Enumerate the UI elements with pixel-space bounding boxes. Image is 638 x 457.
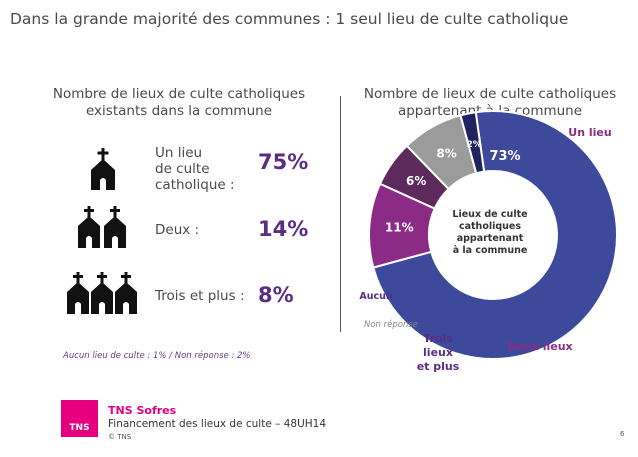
outer-label-trois-lieux: Trois lieux et plus: [417, 332, 460, 373]
footer-subtitle: Financement des lieux de culte – 48UH14: [108, 418, 327, 430]
church-1-icon: [91, 148, 115, 190]
slice-un-lieu: [372, 110, 618, 360]
row-value-two: 14%: [258, 217, 309, 241]
outer-label-non-reponse: Non réponse: [364, 319, 418, 330]
donut-center-label: Lieux de culte catholiques appartenant à la…: [452, 209, 527, 256]
value-label-deux-lieux: 11%: [385, 220, 414, 234]
outer-label-deux-lieux: Deux lieux: [507, 340, 572, 353]
row-label-one: Un lieu de culte catholique :: [155, 145, 235, 193]
value-label-un-lieu: 73%: [489, 149, 520, 164]
value-label-aucun: 8%: [436, 146, 456, 160]
church-3-icon: [67, 272, 137, 314]
left-panel-title: Nombre de lieux de culte catholiques exi…: [52, 86, 306, 119]
left-footnote: Aucun lieu de culte : 1% / Non réponse :…: [63, 351, 251, 361]
tns-logo-text: TNS: [69, 423, 90, 433]
value-label-non-reponse: 2%: [466, 140, 481, 150]
tns-logo: TNS: [61, 400, 98, 437]
row-value-three: 8%: [258, 283, 294, 307]
slice-non-reponse: [459, 111, 486, 175]
panel-divider: [340, 96, 341, 332]
value-label-trois-lieux: 6%: [406, 174, 426, 188]
church-2-icon: [78, 206, 126, 248]
outer-label-aucun: Aucun: [359, 291, 393, 302]
row-value-one: 75%: [258, 150, 309, 174]
brand-name: TNS Sofres: [108, 404, 177, 417]
row-label-three: Trois et plus :: [155, 288, 245, 304]
page-number: 6: [620, 430, 625, 438]
footer-copyright: © TNS: [108, 433, 132, 441]
slide-title: Dans la grande majorité des communes : 1…: [10, 10, 569, 28]
row-label-two: Deux :: [155, 222, 200, 238]
outer-label-un-lieu: Un lieu: [568, 126, 611, 139]
